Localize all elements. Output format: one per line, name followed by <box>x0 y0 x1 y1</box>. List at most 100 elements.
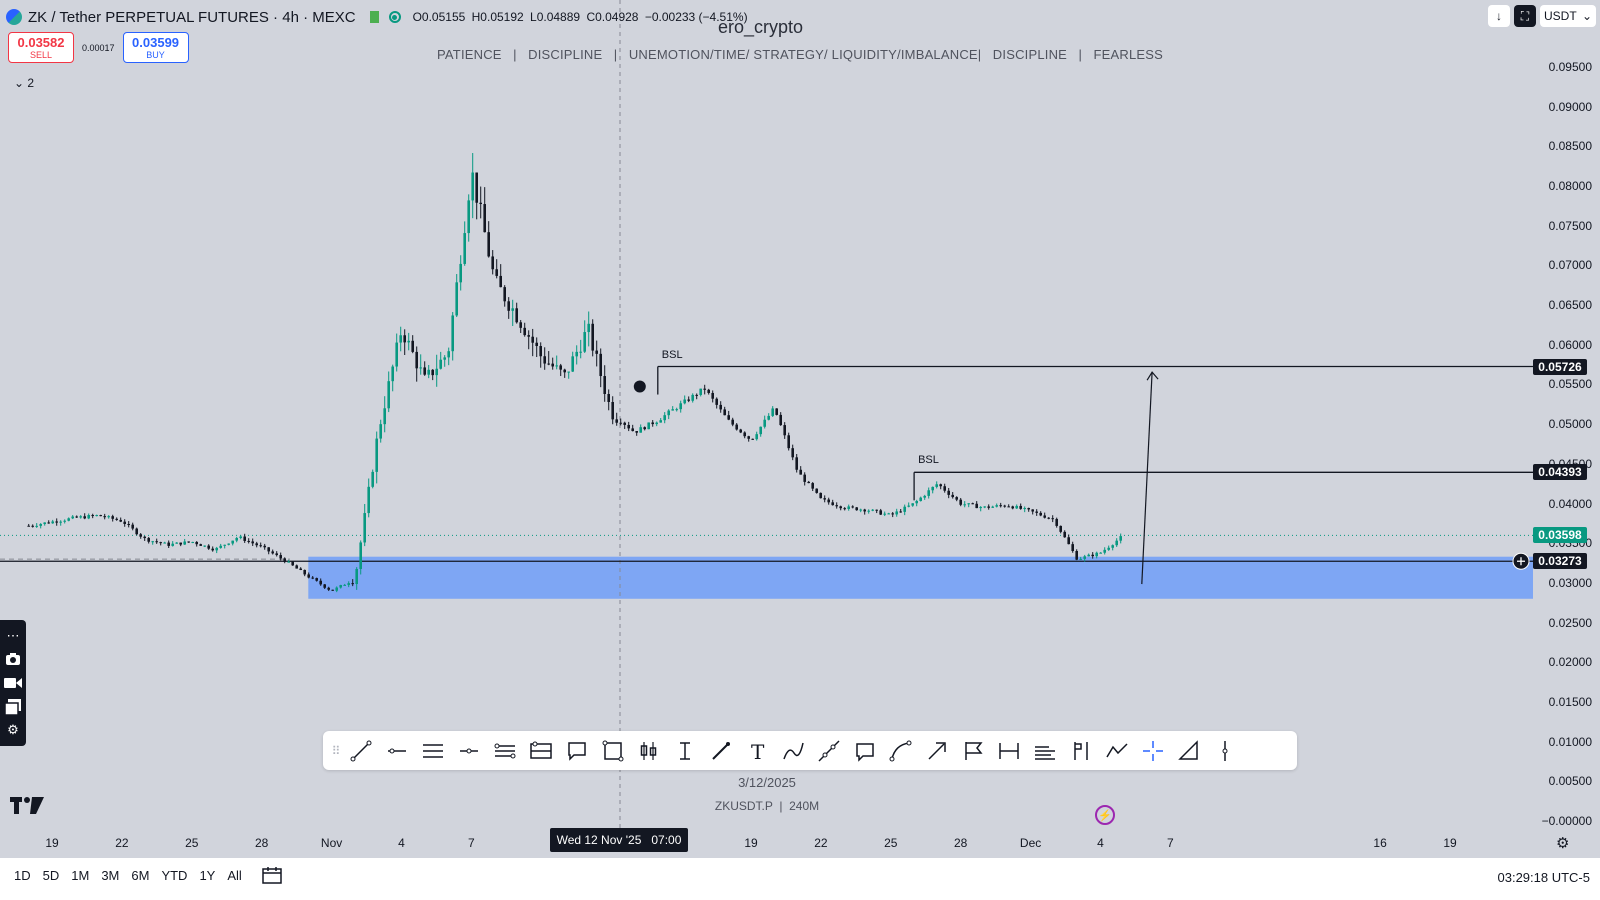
candle-body <box>847 506 850 509</box>
candle-body <box>739 429 742 433</box>
candle-body <box>67 518 70 521</box>
candle-body <box>759 426 762 435</box>
range-all[interactable]: All <box>227 868 242 883</box>
candle-body <box>95 515 98 517</box>
layers-icon[interactable] <box>4 698 22 716</box>
callout-icon[interactable] <box>559 735 595 767</box>
candle-body <box>907 505 910 507</box>
crosshair-icon[interactable] <box>1135 735 1171 767</box>
curve-icon[interactable] <box>883 735 919 767</box>
candle-body <box>231 540 234 544</box>
zigzag-icon[interactable] <box>1099 735 1135 767</box>
text-cursor-icon[interactable] <box>667 735 703 767</box>
candle-body <box>751 438 754 440</box>
currency-select[interactable]: USDT ⌄ <box>1540 5 1596 27</box>
tradingview-logo-icon[interactable] <box>10 797 44 821</box>
candle-body <box>551 363 554 367</box>
horizontal-ray-icon[interactable] <box>379 735 415 767</box>
candle-body <box>307 574 310 578</box>
candle-body <box>403 335 406 343</box>
text-icon[interactable]: T <box>739 735 775 767</box>
candle-body <box>591 323 594 351</box>
demand-zone[interactable] <box>308 556 1533 599</box>
range-5d[interactable]: 5D <box>42 868 60 883</box>
add-alert-icon[interactable] <box>1512 552 1530 570</box>
candle-body <box>447 351 450 358</box>
candle-body <box>155 541 158 543</box>
lightning-icon[interactable]: ⚡ <box>1095 805 1115 825</box>
range-1d[interactable]: 1D <box>14 868 31 883</box>
range-ytd[interactable]: YTD <box>161 868 188 883</box>
projection-arrow[interactable] <box>1141 372 1153 585</box>
candle-body <box>139 534 142 537</box>
price-chart[interactable] <box>0 0 1600 830</box>
range-1m[interactable]: 1M <box>71 868 90 883</box>
range-6m[interactable]: 6M <box>131 868 150 883</box>
candle-body <box>651 422 654 425</box>
candle-body <box>391 366 394 382</box>
horizontal-line-icon[interactable] <box>451 735 487 767</box>
candle-body <box>1047 517 1050 519</box>
candle-body <box>571 356 574 372</box>
vertical-line-icon[interactable] <box>1207 735 1243 767</box>
fib-channel-icon[interactable] <box>523 735 559 767</box>
extended-line-icon[interactable] <box>811 735 847 767</box>
projection-arrow-head <box>1146 371 1159 381</box>
candle-body <box>803 474 806 482</box>
candle-body <box>659 420 662 423</box>
candle-body <box>431 369 434 376</box>
video-camera-icon[interactable] <box>4 674 22 692</box>
candle-body <box>559 365 562 370</box>
arrow-icon[interactable] <box>919 735 955 767</box>
range-1y[interactable]: 1Y <box>199 868 216 883</box>
candle-body <box>707 389 710 393</box>
drag-handle-icon[interactable]: ⠿ <box>331 743 341 758</box>
candle-body <box>691 394 694 401</box>
calendar-icon[interactable] <box>262 866 282 884</box>
candle-body <box>1043 515 1046 518</box>
clock-timezone[interactable]: 03:29:18 UTC-5 <box>1497 870 1591 885</box>
alarm-clock-icon[interactable] <box>633 380 646 393</box>
anchored-vwap-icon[interactable] <box>1063 735 1099 767</box>
more-icon[interactable]: ⋯ <box>6 627 20 643</box>
candle-body <box>879 510 882 515</box>
fib-retracement-icon[interactable] <box>487 735 523 767</box>
flag-icon[interactable] <box>955 735 991 767</box>
candle-body <box>83 516 86 519</box>
symbol-title[interactable]: ZK / Tether PERPETUAL FUTURES · 4h · MEX… <box>28 8 356 26</box>
candle-body <box>595 350 598 354</box>
candle-body <box>627 424 630 429</box>
candle-body <box>235 537 238 541</box>
brush-icon[interactable] <box>703 735 739 767</box>
fullscreen-icon[interactable]: ⛶ <box>1514 5 1536 27</box>
volume-profile-icon[interactable] <box>1027 735 1063 767</box>
rectangle-icon[interactable] <box>595 735 631 767</box>
sell-button[interactable]: 0.03582 SELL <box>8 32 74 63</box>
ohlc-close: C0.04928 <box>586 10 639 24</box>
indicators-collapse-toggle[interactable]: ⌄ 2 <box>14 76 34 90</box>
left-floating-toolbar: ⋯ ⚙ <box>0 620 26 746</box>
candle-body <box>107 516 110 518</box>
camera-icon[interactable] <box>4 650 22 668</box>
candle-body <box>983 506 986 508</box>
candles-pattern-icon[interactable] <box>631 735 667 767</box>
buy-button[interactable]: 0.03599 BUY <box>122 32 189 63</box>
gear-icon[interactable]: ⚙ <box>7 722 19 738</box>
measure-icon[interactable] <box>1171 735 1207 767</box>
axis-settings-icon[interactable]: ⚙ <box>1556 835 1570 852</box>
candle-body <box>991 506 994 508</box>
candle-body <box>971 503 974 505</box>
date-range-icon[interactable] <box>991 735 1027 767</box>
price-tag-bsl-low: 0.04393 <box>1533 464 1587 481</box>
chart-area[interactable] <box>0 0 1600 830</box>
candle-body <box>351 583 354 585</box>
comment-icon[interactable] <box>847 735 883 767</box>
range-3m[interactable]: 3M <box>101 868 120 883</box>
arrow-down-icon[interactable]: ↓ <box>1488 5 1510 27</box>
trend-line-icon[interactable] <box>343 735 379 767</box>
path-icon[interactable] <box>775 735 811 767</box>
candle-body <box>463 233 466 264</box>
candle-body <box>487 232 490 257</box>
candle-body <box>763 419 766 427</box>
parallel-channel-icon[interactable] <box>415 735 451 767</box>
